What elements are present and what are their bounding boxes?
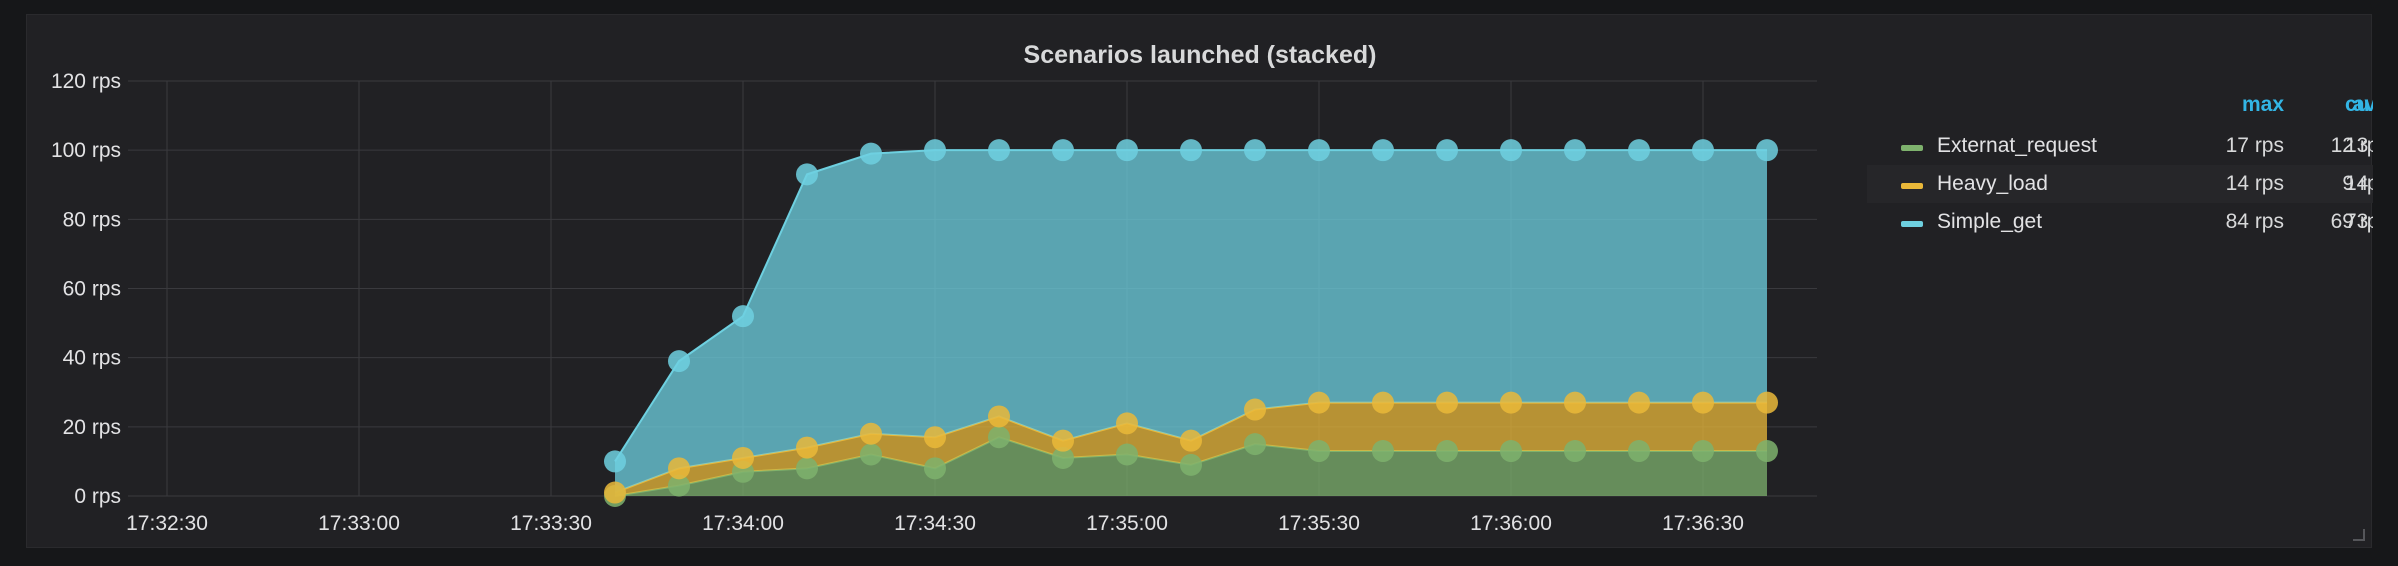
data-point — [1436, 391, 1458, 414]
legend-header-max[interactable]: max — [2241, 93, 2284, 116]
data-point — [1180, 139, 1202, 162]
data-point — [668, 457, 690, 480]
data-point — [668, 474, 690, 497]
data-point — [1564, 391, 1586, 414]
y-tick-label: 60 rps — [63, 278, 121, 301]
y-tick-label: 100 rps — [51, 139, 121, 162]
data-point — [1628, 139, 1650, 162]
panel-title[interactable]: Scenarios launched (stacked) — [1023, 41, 1377, 69]
data-point — [1692, 139, 1714, 162]
data-point — [1052, 429, 1074, 452]
data-point — [1692, 440, 1714, 463]
data-point — [1692, 391, 1714, 414]
data-point — [796, 457, 818, 480]
data-point — [1116, 412, 1138, 435]
y-tick-label: 20 rps — [63, 416, 121, 439]
x-tick-label: 17:36:30 — [1662, 512, 1744, 535]
graph-panel: Scenarios launched (stacked) 0 rps 20 rps… — [26, 14, 2373, 548]
x-tick-label: 17:33:30 — [510, 512, 592, 535]
data-point — [1244, 433, 1266, 456]
legend-avg: 9 rps — [2342, 172, 2373, 195]
data-point — [1628, 440, 1650, 463]
data-point — [1052, 139, 1074, 162]
x-tick-label: 17:34:00 — [702, 512, 784, 535]
data-point — [1116, 139, 1138, 162]
data-point — [1052, 446, 1074, 469]
data-point — [1500, 440, 1522, 463]
data-point — [1244, 398, 1266, 421]
data-point — [860, 422, 882, 445]
series-color-swatch[interactable] — [1901, 183, 1923, 189]
series-color-swatch[interactable] — [1901, 145, 1923, 151]
y-tick-label: 0 rps — [74, 485, 121, 508]
data-point — [1628, 391, 1650, 414]
legend-max: 14 rps — [2225, 172, 2284, 195]
legend-max: 84 rps — [2225, 210, 2284, 233]
legend-avg: 12 rps — [2330, 134, 2373, 157]
data-point — [860, 142, 882, 165]
data-point — [796, 163, 818, 186]
data-point — [1564, 139, 1586, 162]
legend-max: 17 rps — [2225, 134, 2284, 157]
data-point — [1308, 391, 1330, 414]
data-point — [1372, 139, 1394, 162]
data-point — [1372, 440, 1394, 463]
legend: max avg cu Externat_request 17 rps 12 rp… — [1867, 79, 2373, 479]
legend-series-name[interactable]: Externat_request — [1937, 134, 2097, 157]
data-point — [988, 405, 1010, 428]
stacked-area-chart: 0 rps 20 rps 40 rps 60 rps 80 rps 100 rps 120 … — [51, 70, 1817, 535]
data-point — [988, 426, 1010, 449]
x-tick-label: 17:34:30 — [894, 512, 976, 535]
data-point — [1308, 440, 1330, 463]
x-tick-label: 17:35:30 — [1278, 512, 1360, 535]
series-area — [615, 150, 1767, 493]
legend-current: 13 rps — [2345, 134, 2373, 157]
data-point — [1116, 443, 1138, 466]
legend-header-current[interactable]: cu — [2345, 93, 2370, 116]
data-point — [604, 450, 626, 473]
legend-item-simple-get[interactable]: Simple_get 84 rps 69 rps 73 rps — [1867, 203, 2373, 241]
data-point — [924, 426, 946, 449]
x-tick-label: 17:32:30 — [126, 512, 208, 535]
y-tick-label: 80 rps — [63, 208, 121, 231]
legend-series-name[interactable]: Simple_get — [1937, 210, 2043, 233]
data-point — [732, 305, 754, 328]
legend-item-externat-request[interactable]: Externat_request 17 rps 12 rps 13 rps — [1867, 127, 2373, 165]
data-point — [860, 443, 882, 466]
data-point — [988, 139, 1010, 162]
data-point — [1308, 139, 1330, 162]
series-color-swatch[interactable] — [1901, 221, 1923, 227]
data-point — [668, 350, 690, 373]
x-tick-label: 17:33:00 — [318, 512, 400, 535]
data-point — [1180, 453, 1202, 476]
legend-avg: 69 rps — [2330, 210, 2373, 233]
legend-current: 73 rps — [2345, 210, 2373, 233]
data-point — [1500, 391, 1522, 414]
data-point — [1372, 391, 1394, 414]
data-point — [604, 481, 626, 504]
data-point — [924, 139, 946, 162]
y-tick-label: 40 rps — [63, 347, 121, 370]
data-point — [732, 446, 754, 469]
data-point — [1756, 139, 1778, 162]
legend-header-avg[interactable]: avg — [2352, 93, 2373, 116]
x-tick-label: 17:35:00 — [1086, 512, 1168, 535]
legend-item-heavy-load[interactable]: Heavy_load 14 rps 9 rps 14 rps — [1867, 165, 2373, 203]
y-tick-label: 120 rps — [51, 70, 121, 93]
data-point — [1756, 391, 1778, 414]
data-point — [1500, 139, 1522, 162]
data-point — [1436, 440, 1458, 463]
legend-current: 14 rps — [2345, 172, 2373, 195]
data-point — [796, 436, 818, 459]
data-point — [924, 457, 946, 480]
data-point — [1436, 139, 1458, 162]
data-point — [1244, 139, 1266, 162]
x-tick-label: 17:36:00 — [1470, 512, 1552, 535]
legend-series-name[interactable]: Heavy_load — [1937, 172, 2048, 195]
data-point — [1564, 440, 1586, 463]
resize-handle-icon[interactable] — [2353, 529, 2365, 541]
data-point — [1180, 429, 1202, 452]
data-point — [1756, 440, 1778, 463]
